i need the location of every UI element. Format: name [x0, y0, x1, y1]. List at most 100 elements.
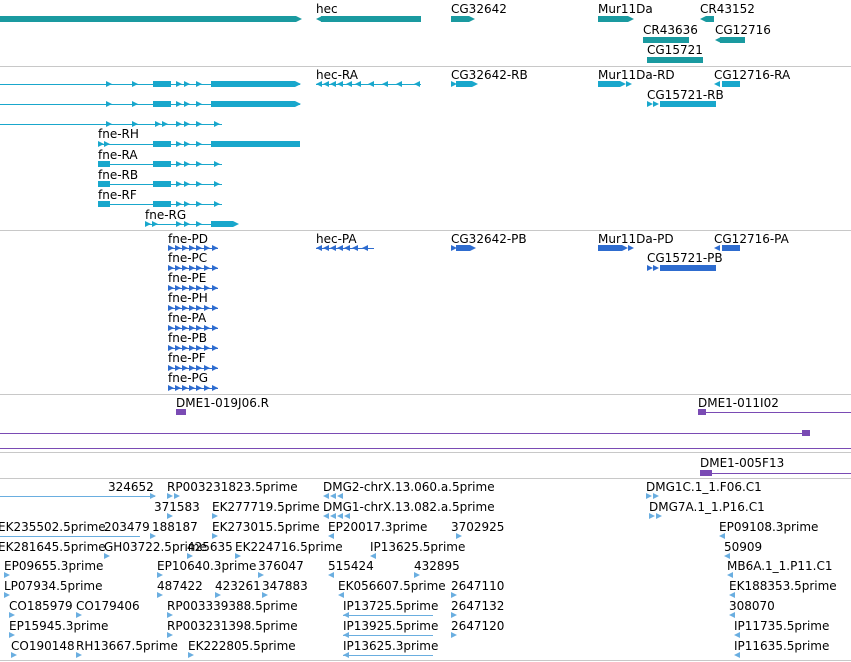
est-label[interactable]: DMG2-chrX.13.060.a.5prime: [323, 480, 495, 494]
est-label[interactable]: LP07934.5prime: [4, 579, 103, 593]
est-label[interactable]: DMG1-chrX.13.082.a.5prime: [323, 500, 495, 514]
protein-label[interactable]: fne-PF: [168, 351, 206, 365]
feature-block[interactable]: [211, 101, 295, 107]
gene-block[interactable]: [720, 37, 745, 43]
est-label[interactable]: EP15945.3prime: [9, 619, 109, 633]
est-label[interactable]: 515424: [328, 559, 374, 573]
feature-block[interactable]: [211, 81, 295, 87]
est-label[interactable]: MB6A.1_1.P11.C1: [727, 559, 833, 573]
clone-label[interactable]: DME1-005F13: [700, 456, 785, 470]
transcript-label[interactable]: fne-RG: [145, 208, 187, 222]
clone-block[interactable]: [700, 470, 712, 476]
gene-block[interactable]: [647, 57, 703, 63]
protein-label[interactable]: hec-PA: [316, 232, 357, 246]
gene-block[interactable]: [706, 16, 714, 22]
feature-block[interactable]: [660, 265, 716, 271]
est-label[interactable]: RH13667.5prime: [76, 639, 178, 653]
est-label[interactable]: EK056607.5prime: [338, 579, 446, 593]
est-label[interactable]: EP09108.3prime: [719, 520, 819, 534]
est-label[interactable]: CO179406: [76, 599, 140, 613]
feature-block[interactable]: [722, 245, 740, 251]
feature-block[interactable]: [456, 245, 470, 251]
protein-label[interactable]: CG32642-PB: [451, 232, 527, 246]
feature-block[interactable]: [722, 81, 740, 87]
feature-block[interactable]: [153, 201, 171, 207]
gene-block[interactable]: [451, 16, 469, 22]
est-label[interactable]: IP13725.5prime: [343, 599, 439, 613]
feature-block[interactable]: [98, 201, 110, 207]
est-label[interactable]: EK281645.5prime: [0, 540, 106, 554]
est-label[interactable]: 203479: [104, 520, 150, 534]
feature-block[interactable]: [598, 245, 622, 251]
est-label[interactable]: 487422: [157, 579, 203, 593]
est-label[interactable]: 432895: [414, 559, 460, 573]
protein-label[interactable]: fne-PC: [168, 251, 208, 265]
clone-label[interactable]: DME1-019J06.R: [176, 396, 270, 410]
est-label[interactable]: RP003231398.5prime: [167, 619, 298, 633]
est-label[interactable]: IP11735.5prime: [734, 619, 830, 633]
est-label[interactable]: 3702925: [451, 520, 505, 534]
gene-block[interactable]: [0, 16, 296, 22]
est-label[interactable]: 2647110: [451, 579, 505, 593]
est-label[interactable]: 2647132: [451, 599, 505, 613]
est-label[interactable]: 324652: [108, 480, 154, 494]
est-label[interactable]: 50909: [724, 540, 763, 554]
est-label[interactable]: IP13625.5prime: [370, 540, 466, 554]
transcript-label[interactable]: fne-RB: [98, 168, 139, 182]
est-label[interactable]: EK224716.5prime: [235, 540, 343, 554]
transcript-label[interactable]: fne-RH: [98, 127, 139, 141]
est-label[interactable]: CO190148: [11, 639, 75, 653]
feature-block[interactable]: [153, 161, 171, 167]
est-label[interactable]: 188187: [152, 520, 198, 534]
protein-label[interactable]: fne-PG: [168, 371, 209, 385]
est-label[interactable]: 423261: [215, 579, 261, 593]
gene-label[interactable]: CR43636: [643, 23, 698, 37]
est-label[interactable]: IP13625.3prime: [343, 639, 439, 653]
feature-block[interactable]: [660, 101, 716, 107]
est-label[interactable]: DMG1C.1_1.F06.C1: [646, 480, 762, 494]
gene-label[interactable]: CG32642: [451, 2, 507, 16]
est-label[interactable]: 2647120: [451, 619, 505, 633]
protein-label[interactable]: CG15721-PB: [647, 251, 723, 265]
est-label[interactable]: EP10640.3prime: [157, 559, 257, 573]
transcript-label[interactable]: CG32642-RB: [451, 68, 528, 82]
clone-block[interactable]: [698, 409, 706, 415]
protein-label[interactable]: Mur11Da-PD: [598, 232, 674, 246]
est-label[interactable]: RP003231823.5prime: [167, 480, 298, 494]
transcript-label[interactable]: CG15721-RB: [647, 88, 724, 102]
gene-block[interactable]: [643, 37, 689, 43]
transcript-label[interactable]: fne-RA: [98, 148, 138, 162]
protein-label[interactable]: fne-PA: [168, 311, 207, 325]
feature-block[interactable]: [598, 81, 620, 87]
feature-block[interactable]: [153, 141, 171, 147]
est-label[interactable]: 425635: [187, 540, 233, 554]
feature-block[interactable]: [211, 221, 233, 227]
feature-block[interactable]: [153, 101, 171, 107]
feature-block[interactable]: [211, 141, 300, 147]
gene-label[interactable]: hec: [316, 2, 338, 16]
transcript-label[interactable]: hec-RA: [316, 68, 358, 82]
gene-block[interactable]: [321, 16, 421, 22]
gene-label[interactable]: Mur11Da: [598, 2, 653, 16]
clone-label[interactable]: DME1-011I02: [698, 396, 779, 410]
gene-label[interactable]: CG12716: [715, 23, 771, 37]
feature-block[interactable]: [456, 81, 472, 87]
protein-label[interactable]: CG12716-PA: [714, 232, 789, 246]
gene-label[interactable]: CR43152: [700, 2, 755, 16]
est-label[interactable]: EP20017.3prime: [328, 520, 428, 534]
est-label[interactable]: IP13925.5prime: [343, 619, 439, 633]
protein-label[interactable]: fne-PD: [168, 232, 209, 246]
est-label[interactable]: EP09655.3prime: [4, 559, 104, 573]
est-label[interactable]: EK188353.5prime: [729, 579, 837, 593]
transcript-label[interactable]: Mur11Da-RD: [598, 68, 675, 82]
est-label[interactable]: EK277719.5prime: [212, 500, 320, 514]
transcript-label[interactable]: fne-RF: [98, 188, 137, 202]
clone-block[interactable]: [176, 409, 186, 415]
est-label[interactable]: 347883: [262, 579, 308, 593]
feature-block[interactable]: [153, 181, 171, 187]
est-label[interactable]: EK235502.5prime: [0, 520, 106, 534]
feature-block[interactable]: [153, 81, 171, 87]
gene-block[interactable]: [598, 16, 628, 22]
est-label[interactable]: GH03722.5prime: [104, 540, 207, 554]
gene-label[interactable]: CG15721: [647, 43, 703, 57]
